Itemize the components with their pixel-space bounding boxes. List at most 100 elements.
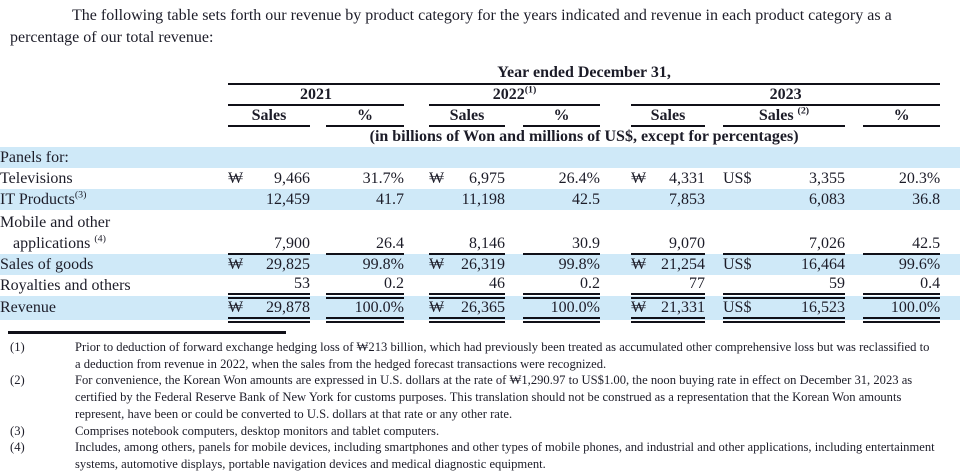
sales-2021: 29,825	[266, 256, 310, 273]
pct-2021: 0.2	[326, 275, 404, 299]
pct-2021: 31.7%	[362, 169, 404, 187]
footnote-text: For convenience, the Korean Won amounts …	[75, 373, 913, 421]
pct-2022: 26.4%	[558, 169, 600, 187]
footnote-text: Includes, among others, panels for mobil…	[75, 440, 935, 471]
usd-sign-2023: US$	[723, 169, 752, 187]
table-row-televisions: Televisions ₩ 9,466 31.7% ₩ 6,975 26.4% …	[0, 168, 960, 189]
header-year-row: 2021 2022(1) 2023	[0, 84, 960, 106]
sales-2021: 7,900	[250, 210, 310, 255]
pct-2022: 0.2	[523, 275, 600, 299]
sales-2021: 53	[250, 275, 310, 299]
year-2023: 2023	[631, 84, 941, 106]
sales-usd-2023: 16,523	[761, 296, 845, 323]
sales-usd-2023: 3,355	[809, 169, 845, 187]
usd-sign-2023: US$	[723, 296, 761, 323]
sales-usd-2023: 6,083	[809, 190, 845, 208]
footnote-ref-3: (3)	[74, 189, 87, 201]
footnote-ref-4: (4)	[94, 233, 106, 245]
pct-2022: 30.9	[523, 210, 600, 255]
sales-won-2023: 21,254	[661, 256, 705, 273]
footnote-separator	[8, 331, 286, 334]
sales-2022: 26,319	[461, 256, 505, 273]
sales-won-2023: 9,070	[653, 210, 705, 255]
sales-usd-2023: 7,026	[761, 210, 845, 255]
won-sign-2023: ₩	[631, 256, 647, 273]
sales-won-2023: 77	[653, 275, 705, 299]
intro-paragraph: The following table sets forth our reven…	[10, 7, 892, 46]
sales-2022: 46	[451, 275, 505, 299]
table-title: Year ended December 31,	[228, 63, 941, 85]
col-sales-usd-2023: Sales (2)	[723, 105, 845, 127]
footnote-item-3: (3) Comprises notebook computers, deskto…	[0, 423, 960, 440]
year-2021: 2021	[228, 84, 404, 106]
footnote-text: Prior to deduction of forward exchange h…	[75, 340, 930, 371]
footnote-number: (1)	[10, 340, 25, 354]
won-sign-2021: ₩	[228, 169, 244, 187]
sales-usd-2023: 16,464	[801, 256, 845, 273]
table-row-panels-for: Panels for:	[0, 147, 960, 168]
unit-note-row: (in billions of Won and millions of US$,…	[0, 126, 960, 147]
usd-sign-2023: US$	[723, 256, 752, 273]
won-sign-2023: ₩	[631, 169, 647, 187]
header-title-row: Year ended December 31,	[0, 63, 960, 85]
col-sales-2021: Sales	[228, 105, 310, 127]
won-sign-2023: ₩	[631, 296, 653, 323]
pct-2023: 36.8	[912, 190, 941, 208]
won-sign-2021: ₩	[228, 296, 250, 323]
col-pct-2022: %	[523, 105, 600, 127]
table-row-revenue: Revenue ₩ 29,878 100.0% ₩ 26,365 100.0% …	[0, 296, 960, 323]
won-sign-2022: ₩	[429, 256, 445, 273]
sales-2022: 26,365	[451, 296, 505, 323]
pct-2021: 41.7	[376, 190, 404, 208]
row-label: Mobile and other applications (4)	[0, 214, 111, 252]
pct-2022: 100.0%	[523, 296, 600, 323]
footnote-item-4: (4) Includes, among others, panels for m…	[0, 439, 960, 472]
pct-2022: 42.5	[572, 190, 600, 208]
col-sales-2022: Sales	[429, 105, 505, 127]
pct-2023: 42.5	[863, 210, 941, 255]
pct-2023: 100.0%	[863, 296, 941, 323]
revenue-table: Year ended December 31, 2021 2022(1) 202…	[0, 63, 960, 323]
sales-2022: 6,975	[469, 169, 505, 187]
footnote-number: (4)	[10, 440, 25, 455]
sales-2021: 29,878	[250, 296, 310, 323]
col-pct-2021: %	[326, 105, 404, 127]
table-row-it-products: IT Products(3) 12,459 41.7 11,198 42.5 7…	[0, 189, 960, 210]
won-sign-2022: ₩	[429, 169, 445, 187]
row-label: Televisions	[0, 169, 73, 187]
sales-2021: 12,459	[266, 190, 310, 208]
table-row-mobile-applications: Mobile and other applications (4) 7,900 2…	[0, 210, 960, 255]
footnotes-section: (1) Prior to deduction of forward exchan…	[0, 331, 960, 473]
pct-2022: 99.8%	[558, 256, 600, 273]
pct-2023: 99.6%	[898, 256, 941, 273]
sales-won-2023: 21,331	[653, 296, 705, 323]
col-sales-won-2023: Sales	[631, 105, 705, 127]
row-label: Panels for:	[0, 148, 69, 166]
won-sign-2021: ₩	[228, 256, 244, 273]
footnote-item-2: (2) For convenience, the Korean Won amou…	[0, 372, 960, 422]
row-label: IT Products(3)	[0, 189, 87, 208]
sales-won-2023: 4,331	[669, 169, 705, 187]
table-row-royalties: Royalties and others 53 0.2 46 0.2 77 59…	[0, 275, 960, 299]
footnote-item-1: (1) Prior to deduction of forward exchan…	[0, 339, 960, 372]
footnote-number: (3)	[10, 423, 25, 438]
row-label: Royalties and others	[0, 276, 131, 294]
row-label: Sales of goods	[0, 255, 94, 273]
pct-2021: 99.8%	[362, 256, 404, 273]
col-pct-2023: %	[863, 105, 941, 127]
footnote-ref-1: (1)	[524, 84, 537, 96]
sales-usd-2023: 59	[761, 275, 845, 299]
year-2022: 2022(1)	[429, 84, 600, 106]
row-label: Revenue	[0, 299, 56, 316]
sales-2022: 11,198	[461, 190, 505, 208]
table-row-sales-of-goods: Sales of goods ₩ 29,825 99.8% ₩ 26,319 9…	[0, 254, 960, 275]
pct-2023: 0.4	[863, 275, 941, 299]
pct-2021: 100.0%	[326, 296, 404, 323]
sales-2022: 8,146	[451, 210, 505, 255]
unit-note: (in billions of Won and millions of US$,…	[369, 128, 799, 145]
pct-2023: 20.3%	[898, 169, 941, 187]
sales-won-2023: 7,853	[669, 190, 705, 208]
sales-2021: 9,466	[274, 169, 310, 187]
footnote-number: (2)	[10, 373, 25, 388]
pct-2021: 26.4	[326, 210, 404, 255]
